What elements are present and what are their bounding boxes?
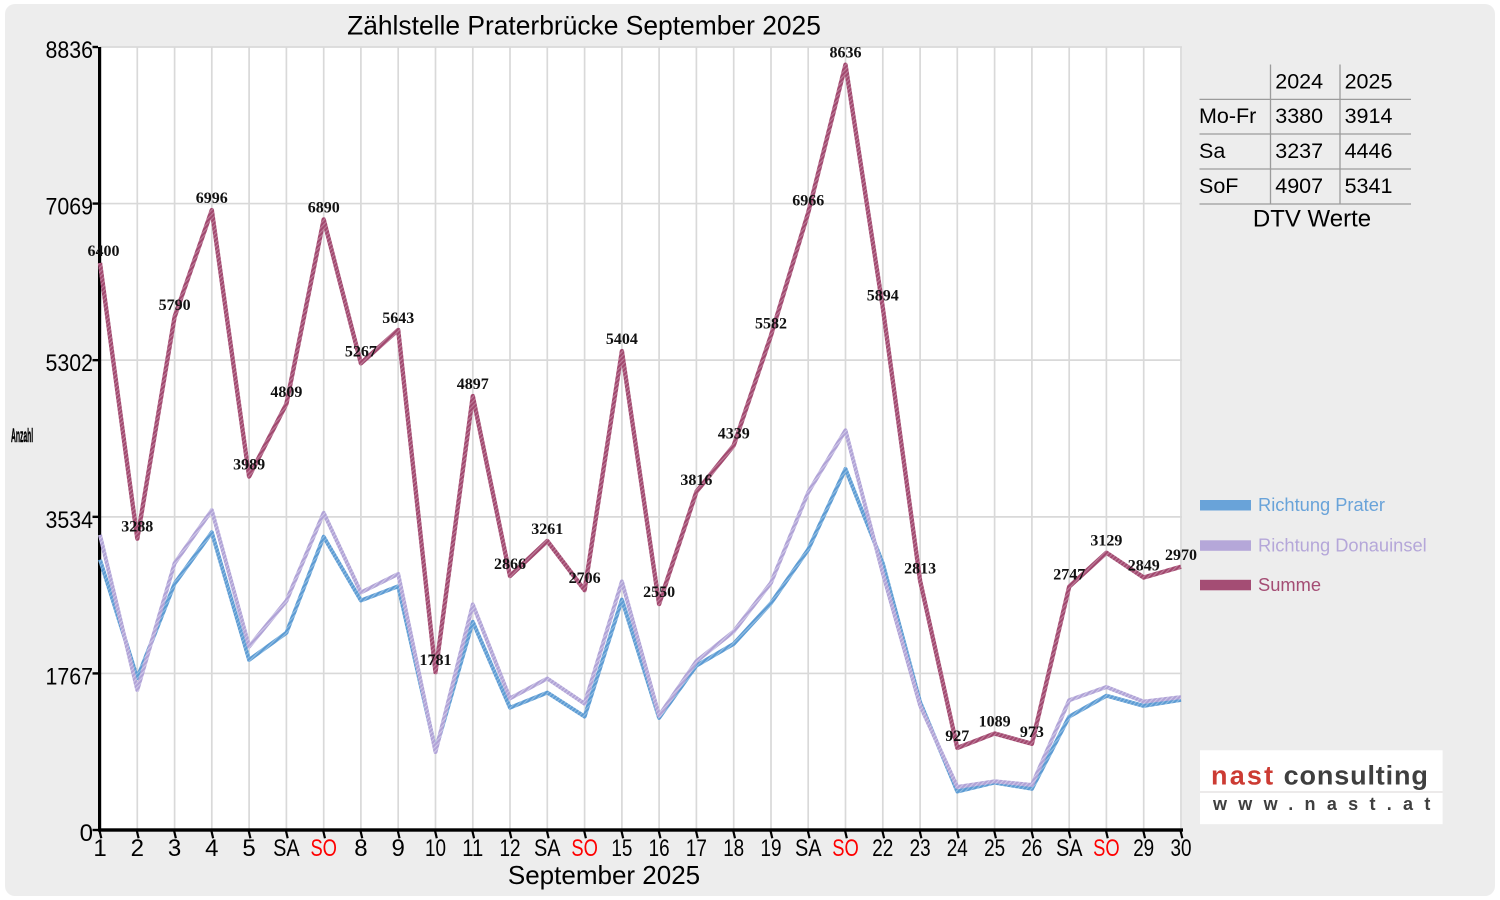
svg-text:4: 4 <box>205 835 218 862</box>
svg-text:18: 18 <box>723 835 744 862</box>
svg-text:2706: 2706 <box>569 570 601 587</box>
svg-text:5790: 5790 <box>159 297 191 314</box>
svg-text:SA: SA <box>534 835 561 862</box>
svg-text:927: 927 <box>945 728 969 745</box>
svg-text:nast consulting: nast consulting <box>1211 761 1429 791</box>
svg-text:5: 5 <box>242 835 255 862</box>
svg-text:2747: 2747 <box>1053 567 1085 584</box>
svg-text:2550: 2550 <box>643 584 675 601</box>
svg-text:6890: 6890 <box>308 199 340 216</box>
svg-text:25: 25 <box>984 835 1005 862</box>
svg-text:12: 12 <box>500 835 521 862</box>
svg-text:DTV Werte: DTV Werte <box>1253 206 1371 233</box>
svg-text:2025: 2025 <box>1345 70 1393 94</box>
svg-text:3534: 3534 <box>46 507 94 534</box>
svg-text:1767: 1767 <box>46 663 94 690</box>
svg-text:Richtung Donauinsel: Richtung Donauinsel <box>1258 534 1427 555</box>
svg-text:3380: 3380 <box>1275 104 1323 128</box>
svg-text:3: 3 <box>168 835 181 862</box>
svg-text:3129: 3129 <box>1090 533 1122 550</box>
svg-text:SA: SA <box>795 835 822 862</box>
svg-text:4907: 4907 <box>1275 174 1323 198</box>
svg-text:17: 17 <box>686 835 707 862</box>
svg-text:8836: 8836 <box>46 37 94 64</box>
svg-text:4897: 4897 <box>457 376 489 393</box>
svg-text:19: 19 <box>761 835 782 862</box>
svg-text:30: 30 <box>1171 835 1192 862</box>
svg-text:3288: 3288 <box>121 519 153 536</box>
svg-text:4809: 4809 <box>270 384 302 401</box>
svg-text:SA: SA <box>273 835 300 862</box>
svg-text:6966: 6966 <box>792 193 824 210</box>
svg-text:16: 16 <box>649 835 670 862</box>
svg-text:4339: 4339 <box>718 426 750 443</box>
svg-text:6400: 6400 <box>88 243 120 260</box>
svg-text:2970: 2970 <box>1165 547 1197 564</box>
svg-text:5894: 5894 <box>867 288 899 305</box>
svg-text:4446: 4446 <box>1345 139 1393 163</box>
svg-text:23: 23 <box>910 835 931 862</box>
svg-text:SA: SA <box>1056 835 1083 862</box>
svg-text:5302: 5302 <box>46 350 94 377</box>
svg-text:8: 8 <box>354 835 367 862</box>
svg-text:3989: 3989 <box>233 457 265 474</box>
svg-text:Richtung Prater: Richtung Prater <box>1258 494 1385 515</box>
svg-text:15: 15 <box>611 835 632 862</box>
svg-text:26: 26 <box>1021 835 1042 862</box>
svg-text:2813: 2813 <box>904 561 936 578</box>
svg-text:7069: 7069 <box>46 194 94 221</box>
svg-text:5643: 5643 <box>382 310 414 327</box>
svg-text:24: 24 <box>947 835 968 862</box>
svg-text:11: 11 <box>462 835 483 862</box>
svg-text:22: 22 <box>872 835 893 862</box>
svg-text:Anzahl: Anzahl <box>11 426 33 447</box>
svg-text:2849: 2849 <box>1128 558 1160 575</box>
svg-text:5582: 5582 <box>755 315 787 332</box>
svg-text:1781: 1781 <box>420 652 452 669</box>
svg-text:SO: SO <box>832 835 859 862</box>
svg-text:0: 0 <box>80 820 93 847</box>
svg-text:3261: 3261 <box>531 521 563 538</box>
svg-text:6996: 6996 <box>196 190 228 207</box>
svg-text:SO: SO <box>571 835 598 862</box>
svg-text:29: 29 <box>1133 835 1154 862</box>
svg-text:9: 9 <box>392 835 405 862</box>
svg-text:5404: 5404 <box>606 331 638 348</box>
svg-text:3237: 3237 <box>1275 139 1323 163</box>
svg-text:2: 2 <box>131 835 144 862</box>
svg-text:September 2025: September 2025 <box>508 860 700 890</box>
svg-text:Summe: Summe <box>1258 574 1321 595</box>
svg-text:3816: 3816 <box>680 472 712 489</box>
svg-text:www.nast.at: www.nast.at <box>1212 794 1442 814</box>
svg-text:3914: 3914 <box>1345 104 1393 128</box>
svg-text:Sa: Sa <box>1199 139 1225 163</box>
svg-text:8636: 8636 <box>830 45 862 62</box>
svg-text:Zählstelle Praterbrücke Septem: Zählstelle Praterbrücke September 2025 <box>347 11 821 41</box>
svg-text:1: 1 <box>93 835 106 862</box>
svg-text:1089: 1089 <box>979 714 1011 731</box>
svg-text:SoF: SoF <box>1199 174 1238 198</box>
svg-text:2866: 2866 <box>494 556 526 573</box>
svg-text:5267: 5267 <box>345 343 377 360</box>
svg-text:5341: 5341 <box>1345 174 1393 198</box>
svg-text:973: 973 <box>1020 724 1044 741</box>
svg-text:Mo-Fr: Mo-Fr <box>1199 104 1256 128</box>
svg-text:SO: SO <box>310 835 337 862</box>
svg-text:2024: 2024 <box>1275 70 1323 94</box>
svg-text:10: 10 <box>425 835 446 862</box>
svg-text:SO: SO <box>1093 835 1120 862</box>
